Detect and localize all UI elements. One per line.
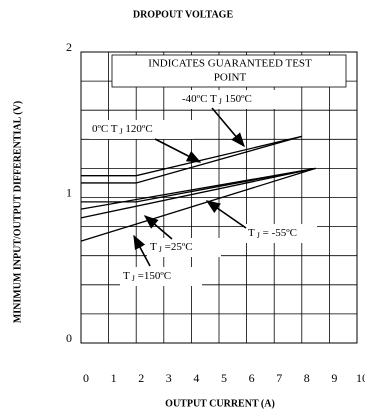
series-line [80,167,316,219]
x-tick-label: 2 [138,371,144,385]
x-tick-label: 8 [304,371,310,385]
arrow [211,107,245,148]
y-axis-label: MINIMUM INPUT/OUTPUT DIFFERENTIAL (V) [12,101,23,323]
series-line [81,167,316,203]
series-line [80,167,316,242]
subscript: J [257,231,260,240]
y-tick-label: 1 [66,185,72,199]
label-box [112,55,346,87]
annotation-part: 150ºC [222,93,252,105]
subscript: J [159,245,162,254]
label-frame [111,54,347,88]
y-tick-label: 2 [66,40,72,54]
lines [80,135,316,242]
label-box [89,120,193,139]
arrow [154,138,202,163]
x-tick-label: 5 [221,371,227,385]
label-box [179,90,299,109]
series-line [81,135,302,177]
x-tick-label: 1 [111,371,117,385]
x-tick-label: 3 [166,371,172,385]
annotation-part: -40ºC T [182,93,217,105]
annotation-text: POINT [214,72,247,84]
x-axis-label: OUTPUT CURRENT (A) [165,398,275,409]
annotation-part: 120ºC [123,123,153,135]
arrow [205,200,247,229]
annotation-part: T [123,270,130,282]
subscript: J [120,127,123,136]
arrow [143,215,173,240]
annotation-part: = -55ºC [260,227,297,239]
label-box [120,267,202,286]
series-line [80,167,316,210]
annotation-part: =150ºC [135,270,171,282]
arrow [133,234,151,267]
x-tick-label: 4 [193,371,199,385]
x-tick-label: 6 [249,371,255,385]
x-tick-label: 9 [331,371,337,385]
annotation-part: T [150,241,157,253]
x-tick-label: 10 [356,371,365,385]
annotation-part: =25ºC [162,241,193,253]
chart-title: DROPOUT VOLTAGE [133,9,234,20]
label-box [245,224,317,243]
annotation-part: 0ºC T [92,123,118,135]
y-tick-label: 0 [66,331,72,345]
plot-frame [80,51,358,344]
x-tick-label: 7 [276,371,282,385]
subscript: J [132,274,135,283]
annotation-part: T [248,227,255,239]
label-box [147,238,221,257]
x-tick-label: 0 [83,371,89,385]
series-line [81,135,302,184]
annotation-text: INDICATES GUARANTEED TEST [148,58,312,70]
subscript: J [219,97,222,106]
